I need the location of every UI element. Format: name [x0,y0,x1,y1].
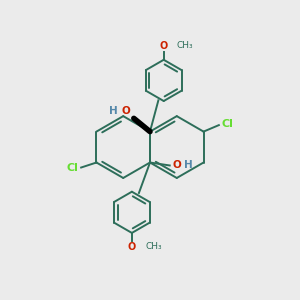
Text: H: H [109,106,118,116]
Text: O: O [122,106,130,116]
Text: H: H [184,160,192,170]
Text: Cl: Cl [221,119,233,129]
Text: O: O [160,41,168,51]
Text: CH₃: CH₃ [145,242,162,251]
Text: Cl: Cl [67,164,79,173]
Text: O: O [128,242,136,252]
Text: O: O [173,160,182,170]
Text: CH₃: CH₃ [177,41,194,50]
